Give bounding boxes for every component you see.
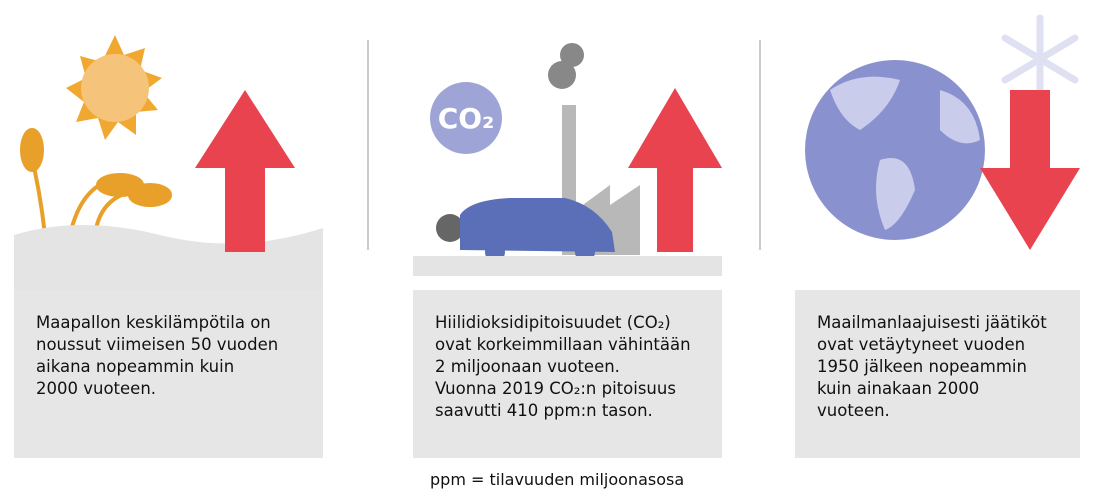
text-line: ovat vetäytyneet vuoden: [817, 335, 1026, 354]
arrow-down: [980, 90, 1080, 250]
text-box: Maapallon keskilämpötila on noussut viime…: [14, 290, 323, 458]
text-box: Maailmanlaajuisesti jäätiköt ovat vetäyty…: [795, 290, 1080, 458]
text-line: vuoteen.: [817, 401, 890, 420]
text-line: 2000 vuoteen.: [36, 379, 157, 398]
snowflake: [1001, 14, 1079, 104]
road: [413, 256, 722, 276]
text-line: Maailmanlaajuisesti jäätiköt: [817, 313, 1047, 332]
text-line: aikana nopeammin kuin: [36, 357, 235, 376]
text-line: saavutti 410 ppm:n tason.: [435, 401, 653, 420]
smoke: [436, 214, 464, 242]
text-line: noussut viimeisen 50 vuoden: [36, 335, 279, 354]
arrow-up: [628, 88, 722, 252]
text-line: kuin ainakaan 2000: [817, 379, 980, 398]
co2-icon: [430, 82, 502, 154]
text-line: Vuonna 2019 CO₂:n pitoisuus: [435, 379, 676, 398]
text-line: Hiilidioksidipitoisuudet (CO₂): [435, 313, 671, 332]
text-line: Maapallon keskilämpötila on: [36, 313, 271, 332]
co2-label: CO₂: [438, 102, 495, 135]
text-line: 1950 jälkeen nopeammin: [817, 357, 1027, 376]
ground: [14, 225, 323, 290]
footnote: ppm = tilavuuden miljoonasosa: [430, 470, 685, 489]
sun: [66, 35, 162, 140]
text-line: 2 miljoonaan vuoteen.: [435, 357, 620, 376]
text-line: ovat korkeimmillaan vähintään: [435, 335, 691, 354]
car: [460, 198, 615, 252]
arrow-up: [195, 90, 295, 252]
text-box: Hiilidioksidipitoisuudet (CO₂) ovat korke…: [413, 290, 722, 458]
wheat: [20, 128, 172, 236]
